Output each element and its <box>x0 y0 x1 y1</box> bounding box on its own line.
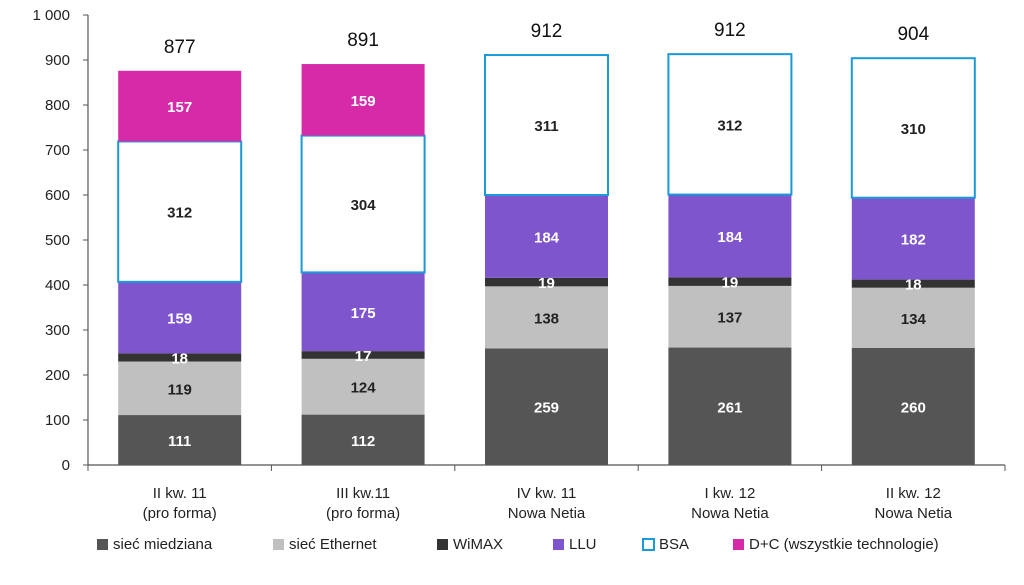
legend-label: WiMAX <box>453 536 503 553</box>
legend-label: D+C (wszystkie technologie) <box>749 536 939 553</box>
data-label: 138 <box>534 310 559 327</box>
bar-segment <box>851 197 975 280</box>
legend-swatch <box>273 539 284 550</box>
x-category-label: II kw. 11 <box>153 485 207 502</box>
data-label: 17 <box>355 348 372 365</box>
y-tick-label: 200 <box>45 367 70 384</box>
bar-segment <box>300 134 426 274</box>
bar-segment <box>851 348 975 465</box>
legend-label: BSA <box>659 536 689 553</box>
data-label: 134 <box>901 311 927 328</box>
labels: 111 119 18 159 312 157 877 112 124 17 175 304 159 891… <box>164 20 930 450</box>
bar-segment <box>485 195 608 278</box>
bar-segment <box>667 53 793 196</box>
data-label: 18 <box>905 277 922 294</box>
x-category-label: (pro forma) <box>326 505 400 522</box>
data-label: 19 <box>722 275 739 292</box>
legend-label: LLU <box>569 536 597 553</box>
y-tick-label: 300 <box>45 322 70 339</box>
y-tick-label: 100 <box>45 412 70 429</box>
y-tick-label: 0 <box>62 457 70 474</box>
legend-swatch <box>437 539 448 550</box>
data-label: 310 <box>901 121 926 138</box>
x-category-label: Nowa Netia <box>875 505 953 522</box>
legend: sieć miedziana sieć Ethernet WiMAX LLU BSA D+… <box>97 536 939 553</box>
data-label: 259 <box>534 400 559 417</box>
legend-swatch <box>642 538 655 551</box>
bar-segment <box>301 272 425 352</box>
legend-swatch <box>553 539 564 550</box>
x-category-label: Nowa Netia <box>508 505 586 522</box>
bar-segment <box>301 414 425 465</box>
data-label: 175 <box>351 305 376 322</box>
data-label: 157 <box>167 99 192 116</box>
bar-segment <box>485 286 608 349</box>
bar-segment <box>668 285 792 348</box>
y-tick-label: 1 000 <box>32 7 70 24</box>
bar-segment <box>301 351 425 359</box>
bar-segment <box>118 353 242 362</box>
data-label: 184 <box>534 229 560 246</box>
data-label: 159 <box>167 311 192 328</box>
data-label: 184 <box>717 229 743 246</box>
data-label: 304 <box>351 197 377 214</box>
total-label: 912 <box>531 21 563 42</box>
y-tick-label: 500 <box>45 232 70 249</box>
total-label: 877 <box>164 37 196 58</box>
bar-segment <box>668 347 792 465</box>
bar-segment <box>301 358 425 415</box>
y-tick-label: 900 <box>45 52 70 69</box>
data-label: 312 <box>717 117 742 134</box>
data-label: 18 <box>171 350 188 367</box>
data-label: 124 <box>351 380 377 397</box>
bar-segment <box>117 140 243 283</box>
axes: 0 100 200 300 400 500 600 700 800 900 1 000 II kw. … <box>32 7 1006 522</box>
data-label: 119 <box>168 381 192 398</box>
bar-segment <box>301 64 425 136</box>
data-label: 19 <box>538 275 555 292</box>
y-tick-label: 800 <box>45 97 70 114</box>
bar-segment <box>851 287 975 348</box>
bar-segment <box>485 277 608 287</box>
y-tick-label: 700 <box>45 142 70 159</box>
y-tick-label: 600 <box>45 187 70 204</box>
bar-segment <box>668 277 792 286</box>
data-label: 111 <box>168 433 191 450</box>
y-tick-label: 400 <box>45 277 70 294</box>
bar-segment <box>851 279 975 288</box>
data-label: 137 <box>717 310 742 327</box>
data-label: 311 <box>534 118 558 135</box>
x-category-label: II kw. 12 <box>886 485 941 502</box>
total-label: 891 <box>347 30 379 51</box>
x-category-label: I kw. 12 <box>704 485 755 502</box>
bar-segment <box>850 57 976 199</box>
data-label: 159 <box>351 93 376 110</box>
legend-swatch <box>97 539 108 550</box>
bar-segment <box>485 348 608 465</box>
data-label: 261 <box>717 399 742 416</box>
legend-swatch <box>733 539 744 550</box>
x-category-label: (pro forma) <box>143 505 217 522</box>
bar-segment <box>118 70 242 142</box>
x-category-label: III kw.11 <box>336 485 390 502</box>
data-label: 182 <box>901 232 926 249</box>
legend-label: sieć miedziana <box>113 536 213 553</box>
data-label: 112 <box>351 433 375 450</box>
bar-segment <box>668 194 792 278</box>
x-category-label: Nowa Netia <box>691 505 769 522</box>
bar-segment <box>118 361 242 416</box>
total-label: 912 <box>714 20 746 41</box>
x-category-label: IV kw. 11 <box>517 485 577 502</box>
data-label: 260 <box>901 400 926 417</box>
legend-label: sieć Ethernet <box>289 536 377 553</box>
bar-segment <box>118 281 242 354</box>
bar-segment <box>118 415 242 465</box>
bars <box>117 53 976 465</box>
total-label: 904 <box>897 24 929 45</box>
data-label: 312 <box>167 205 192 222</box>
bar-segment <box>484 54 609 196</box>
